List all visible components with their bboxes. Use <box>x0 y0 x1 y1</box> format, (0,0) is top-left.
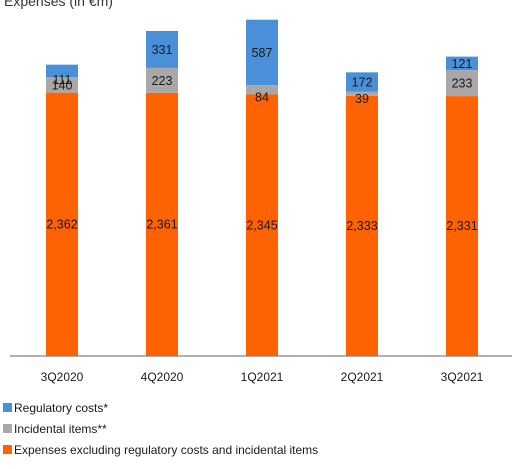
x-tick-label-1: 4Q2020 <box>141 370 184 384</box>
data-label-1-0: 140 <box>52 78 73 92</box>
x-tick-label-4: 3Q2021 <box>441 370 484 384</box>
bar-segment-1-1 <box>146 67 178 93</box>
bar-segment-0-2 <box>246 94 278 356</box>
data-label-2-4: 121 <box>452 57 473 71</box>
bar-segment-0-0 <box>46 92 78 357</box>
x-tick-label-3: 2Q2021 <box>341 370 384 384</box>
bar-segment-0-4 <box>446 96 478 356</box>
data-label-2-0: 111 <box>52 73 71 87</box>
data-label-2-1: 331 <box>152 43 173 57</box>
legend: Regulatory costs* Incidental items** Expen… <box>3 401 318 457</box>
legend-swatch-2 <box>3 403 12 412</box>
chart-title: Expenses (in €m) <box>4 0 113 9</box>
legend-label-2: Regulatory costs* <box>14 401 108 415</box>
legend-label-0: Expenses excluding regulatory costs and … <box>14 443 318 457</box>
bar-segment-1-0 <box>46 77 78 93</box>
data-label-1-2: 84 <box>255 91 269 105</box>
data-label-1-1: 223 <box>152 74 173 88</box>
data-label-2-2: 587 <box>252 46 273 60</box>
bar-segment-1-4 <box>446 70 478 97</box>
bar-segment-0-3 <box>346 95 378 357</box>
bar-segment-1-3 <box>346 91 378 96</box>
legend-label-1: Incidental items** <box>14 422 107 436</box>
x-tick-labels: 3Q2020 4Q2020 1Q2021 2Q2021 3Q2021 <box>41 370 484 384</box>
bar-segment-0-1 <box>146 92 178 356</box>
data-label-0-3: 2,333 <box>346 219 377 233</box>
bar-segment-1-2 <box>246 85 278 95</box>
bar-segment-2-3 <box>346 72 378 92</box>
data-label-0-2: 2,345 <box>246 218 277 232</box>
data-label-0-4: 2,331 <box>446 219 477 233</box>
legend-swatch-0 <box>3 445 12 454</box>
data-label-1-3: 39 <box>355 92 369 106</box>
x-tick-label-0: 3Q2020 <box>41 370 84 384</box>
legend-swatch-1 <box>3 424 12 433</box>
bar-segment-2-1 <box>146 30 178 68</box>
bar-segment-2-0 <box>46 64 78 78</box>
bar-segment-2-2 <box>246 19 278 86</box>
data-label-1-4: 233 <box>452 77 473 91</box>
data-label-0-1: 2,361 <box>146 217 177 231</box>
x-tick-label-2: 1Q2021 <box>241 370 284 384</box>
bar-segment-2-4 <box>446 56 478 71</box>
data-label-0-0: 2,362 <box>46 217 77 231</box>
data-label-2-3: 172 <box>352 75 373 89</box>
